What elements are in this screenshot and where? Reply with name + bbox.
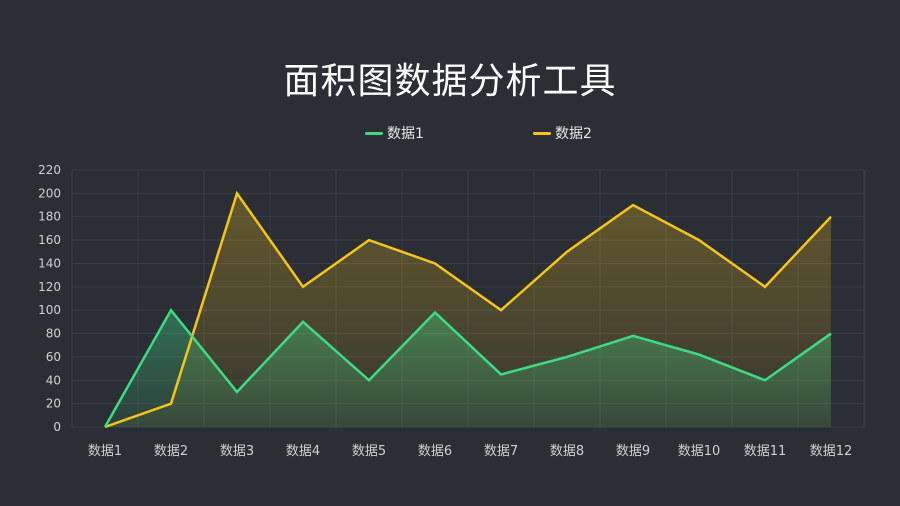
legend-item-series2[interactable]: 数据2 (533, 123, 592, 143)
legend-label-series1: 数据1 (387, 126, 424, 142)
legend: 数据1 数据2 (0, 123, 900, 143)
legend-swatch-series2 (533, 131, 551, 135)
series1-point[interactable] (102, 424, 108, 430)
x-tick-label: 数据8 (550, 444, 584, 459)
series1-point[interactable] (234, 389, 240, 395)
series1-point[interactable] (366, 377, 372, 383)
series1-line (103, 307, 832, 428)
series2-point[interactable] (498, 307, 504, 313)
series2-point[interactable] (630, 202, 636, 208)
y-tick-label: 20 (46, 397, 61, 411)
series2-point[interactable] (696, 237, 702, 243)
x-tick-label: 数据11 (744, 444, 787, 459)
x-tick-label: 数据4 (286, 444, 320, 459)
series1-point[interactable] (564, 354, 570, 360)
legend-item-series1[interactable]: 数据1 (365, 123, 424, 143)
series2-point[interactable] (300, 284, 306, 290)
series1-point[interactable] (432, 310, 438, 316)
series1-point[interactable] (828, 331, 834, 337)
y-tick-label: 120 (38, 280, 61, 294)
chart-title: 面积图数据分析工具 (283, 61, 617, 102)
series1-point[interactable] (630, 333, 636, 339)
legend-swatch-series1 (365, 131, 383, 135)
x-tick-label: 数据9 (616, 444, 650, 459)
series2-point[interactable] (564, 249, 570, 255)
x-tick-label: 数据6 (418, 444, 452, 459)
series2-point[interactable] (234, 190, 240, 196)
x-tick-label: 数据10 (678, 444, 721, 459)
series1-point[interactable] (300, 319, 306, 325)
series2-point[interactable] (366, 237, 372, 243)
series1-point[interactable] (168, 307, 174, 313)
y-tick-label: 160 (38, 233, 61, 247)
x-tick-label: 数据5 (352, 444, 386, 459)
series2-line (104, 190, 832, 429)
y-tick-label: 40 (46, 373, 61, 387)
x-tick-label: 数据2 (154, 444, 188, 459)
y-tick-label: 100 (38, 303, 61, 317)
y-tick-label: 80 (46, 327, 61, 341)
y-tick-label: 60 (46, 350, 61, 364)
series2-point[interactable] (828, 214, 834, 220)
x-tick-label: 数据1 (88, 444, 122, 459)
y-tick-label: 180 (38, 210, 61, 224)
y-tick-label: 140 (38, 256, 61, 270)
series1-point[interactable] (762, 377, 768, 383)
y-tick-label: 220 (38, 163, 61, 177)
series1-area (105, 310, 831, 427)
y-tick-label: 200 (38, 186, 61, 200)
series2-point[interactable] (432, 260, 438, 266)
legend-label-series2: 数据2 (555, 126, 592, 142)
series1-point[interactable] (498, 371, 504, 377)
y-tick-label: 0 (53, 420, 61, 434)
series1-point[interactable] (696, 352, 702, 358)
series2-point[interactable] (762, 284, 768, 290)
series2-point[interactable] (168, 401, 174, 407)
x-tick-label: 数据3 (220, 444, 254, 459)
x-tick-label: 数据7 (484, 444, 518, 459)
x-tick-label: 数据12 (810, 444, 853, 459)
